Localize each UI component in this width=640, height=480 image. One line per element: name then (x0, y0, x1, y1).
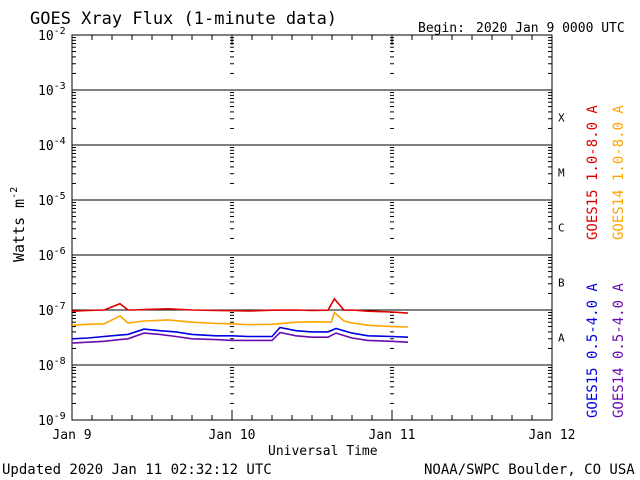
legend: GOES15 1.0-8.0 A GOES14 1.0-8.0 A GOES15 0… (585, 105, 627, 418)
x-axis-ticks: Jan 9 Jan 10 Jan 11 Jan 12 (52, 428, 575, 443)
flare-class-labels: X M C B A (558, 112, 565, 345)
y-tick-base: 10 (38, 249, 54, 264)
begin-value: 2020 Jan 9 0000 UTC (476, 21, 625, 36)
y-axis-title-group: Watts m-2 (9, 187, 28, 262)
y-tick-base: 10 (38, 414, 54, 429)
legend-entry: GOES14 1.0-8.0 A (611, 105, 627, 240)
x-axis-title: Universal Time (268, 444, 378, 459)
x-tick-label: Jan 12 (529, 428, 576, 443)
begin-label: Begin: (418, 21, 465, 36)
y-axis-title-text: Watts m (10, 199, 28, 262)
y-tick-exponent: -6 (54, 246, 66, 257)
y-tick-exponent: -9 (54, 411, 66, 422)
y-tick-label: 10-7 (38, 301, 66, 319)
y-tick-exponent: -2 (54, 26, 66, 37)
flare-class-label: X (558, 112, 565, 125)
y-tick-exponent: -4 (54, 136, 66, 147)
y-tick-base: 10 (38, 194, 54, 209)
series-line-1 (71, 311, 409, 328)
y-tick-label: 10-4 (38, 136, 66, 154)
flare-class-label: A (558, 332, 565, 345)
updated-timestamp: Updated 2020 Jan 11 02:32:12 UTC (2, 462, 272, 478)
chart-title: GOES Xray Flux (1-minute data) (30, 9, 337, 29)
flare-class-label: C (558, 222, 565, 235)
x-tick-label: Jan 11 (369, 428, 416, 443)
legend-entry: GOES15 0.5-4.0 A (585, 283, 601, 418)
y-tick-base: 10 (38, 139, 54, 154)
y-tick-exponent: -5 (54, 191, 66, 202)
x-tick-label: Jan 9 (52, 428, 91, 443)
series-line-2 (71, 326, 409, 340)
series-line-0 (71, 297, 409, 314)
plot-frame (71, 34, 553, 421)
y-tick-label: 10-9 (38, 411, 66, 429)
flare-class-label: B (558, 277, 565, 290)
y-axis-title: Watts m-2 (9, 187, 28, 262)
y-tick-label: 10-8 (38, 356, 66, 374)
y-tick-label: 10-5 (38, 191, 66, 209)
x-tick-label: Jan 10 (209, 428, 256, 443)
y-tick-label: 10-3 (38, 81, 66, 99)
y-tick-exponent: -7 (54, 301, 66, 312)
y-axis-ticks: 10-210-310-410-510-610-710-810-9 (38, 26, 66, 429)
y-tick-base: 10 (38, 304, 54, 319)
flare-class-label: M (558, 167, 565, 180)
y-tick-base: 10 (38, 29, 54, 44)
y-tick-label: 10-6 (38, 246, 66, 264)
y-tick-exponent: -3 (54, 81, 66, 92)
y-tick-label: 10-2 (38, 26, 66, 44)
y-tick-base: 10 (38, 359, 54, 374)
credit-text: NOAA/SWPC Boulder, CO USA (424, 462, 635, 478)
series-line-3 (71, 331, 409, 344)
legend-entry: GOES15 1.0-8.0 A (585, 105, 601, 240)
y-axis-title-exponent: -2 (9, 187, 20, 199)
legend-entry: GOES14 0.5-4.0 A (611, 283, 627, 418)
plot-area (71, 34, 553, 421)
y-tick-base: 10 (38, 84, 54, 99)
y-tick-exponent: -8 (54, 356, 66, 367)
